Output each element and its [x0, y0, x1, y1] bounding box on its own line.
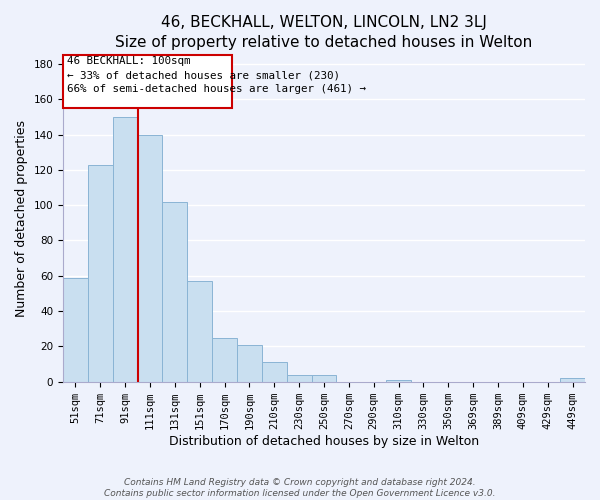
FancyBboxPatch shape: [63, 55, 232, 108]
Bar: [237, 344, 262, 382]
Bar: [88, 164, 113, 382]
Bar: [63, 278, 88, 382]
Title: 46, BECKHALL, WELTON, LINCOLN, LN2 3LJ
Size of property relative to detached hou: 46, BECKHALL, WELTON, LINCOLN, LN2 3LJ S…: [115, 15, 533, 50]
Bar: [560, 378, 585, 382]
Bar: [137, 134, 163, 382]
Y-axis label: Number of detached properties: Number of detached properties: [15, 120, 28, 317]
Bar: [311, 374, 337, 382]
Bar: [287, 374, 311, 382]
Text: Contains HM Land Registry data © Crown copyright and database right 2024.
Contai: Contains HM Land Registry data © Crown c…: [104, 478, 496, 498]
Bar: [262, 362, 287, 382]
Bar: [386, 380, 411, 382]
X-axis label: Distribution of detached houses by size in Welton: Distribution of detached houses by size …: [169, 434, 479, 448]
Bar: [212, 338, 237, 382]
Bar: [163, 202, 187, 382]
Bar: [187, 281, 212, 382]
Bar: [113, 117, 137, 382]
Text: 46 BECKHALL: 100sqm
← 33% of detached houses are smaller (230)
66% of semi-detac: 46 BECKHALL: 100sqm ← 33% of detached ho…: [67, 56, 366, 94]
